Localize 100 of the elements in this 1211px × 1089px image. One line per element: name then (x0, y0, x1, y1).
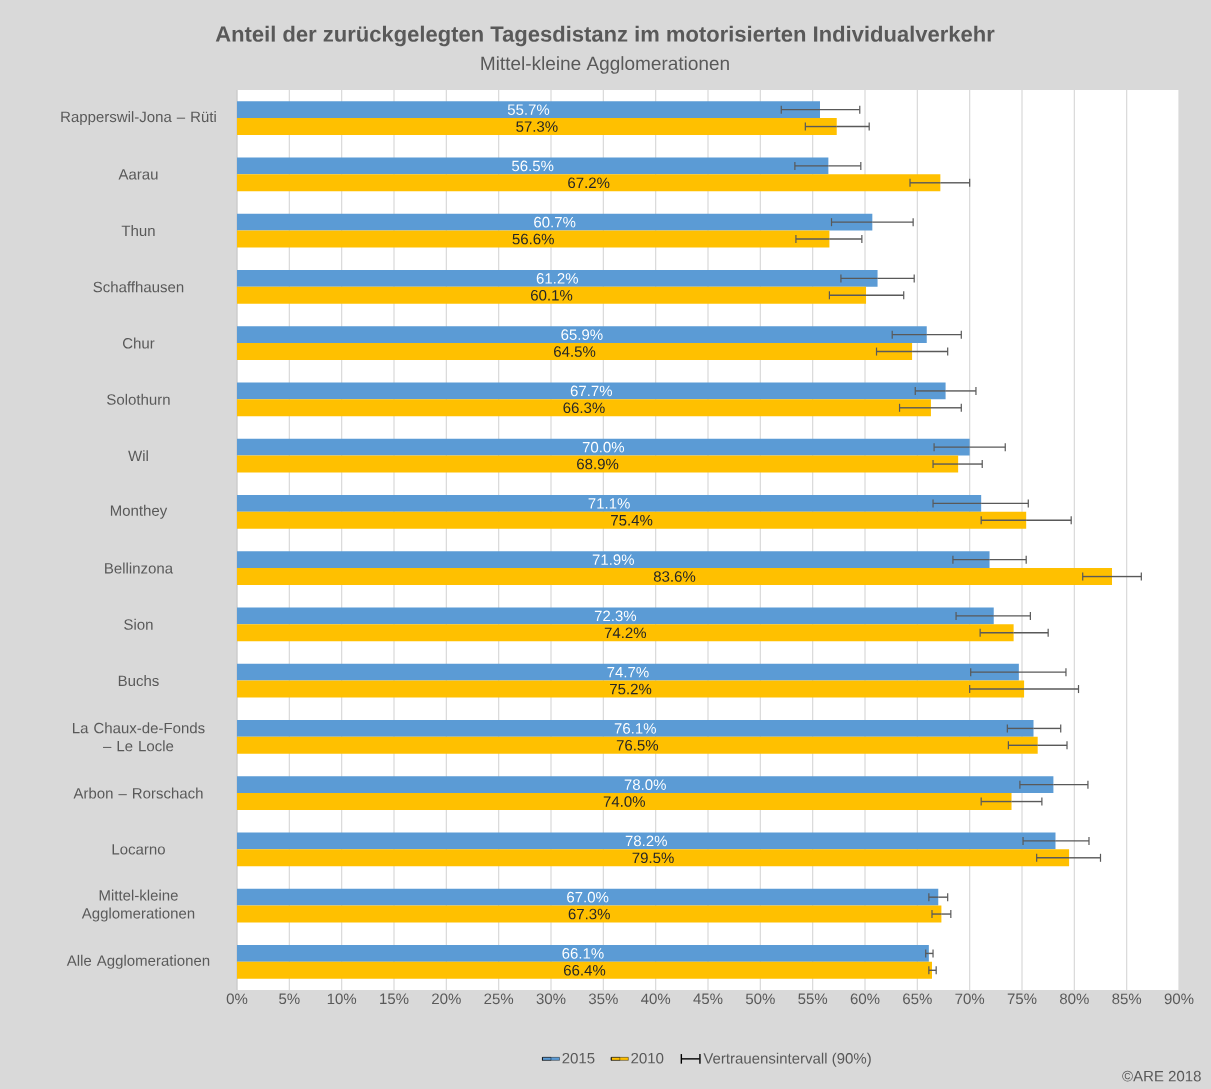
x-tick-label: 90% (1164, 993, 1194, 1005)
bar (237, 680, 1025, 698)
bar (237, 455, 959, 473)
bar (237, 118, 837, 135)
bar (237, 494, 982, 512)
bar (237, 438, 970, 456)
y-tick-label: Alle Agglomerationen (66, 954, 210, 969)
data-label: 75.4% (611, 515, 653, 526)
data-label: 64.5% (554, 346, 596, 357)
data-label: 72.3% (594, 610, 637, 622)
x-tick-label: 50% (745, 993, 775, 1005)
y-tick-label: La Chaux-de-Fonds – Le Locle (72, 722, 205, 752)
x-tick-label: 20% (432, 993, 461, 1005)
data-label: 67.2% (568, 177, 610, 189)
data-label: 71.9% (592, 554, 634, 565)
y-tick-label: Aarau (118, 169, 158, 180)
x-tick-label: 65% (903, 993, 932, 1005)
bar (237, 382, 946, 400)
y-tick-label: Buchs (118, 675, 159, 687)
x-tick-label: 30% (536, 993, 566, 1005)
data-label: 67.3% (568, 908, 610, 920)
x-tick-label: 55% (798, 993, 828, 1005)
data-label: 56.5% (512, 160, 554, 172)
bar (237, 174, 941, 192)
bar (237, 776, 1054, 794)
x-tick-label: 45% (693, 993, 723, 1005)
data-label: 75.2% (610, 683, 652, 695)
bar (237, 286, 867, 304)
y-tick-label: Sion (124, 618, 153, 630)
x-tick-label: 40% (641, 993, 671, 1005)
bar (237, 849, 1070, 867)
data-label: 74.7% (607, 666, 649, 678)
bar (237, 551, 990, 569)
y-tick-label: Thun (121, 225, 155, 237)
y-tick-label: Mittel-kleine Agglomerationen (81, 889, 195, 922)
bar (237, 944, 929, 962)
legend-label: 2015 (562, 1052, 595, 1064)
data-label: 66.4% (564, 964, 606, 976)
data-label: 66.3% (563, 402, 605, 414)
x-tick-label: 15% (380, 993, 409, 1005)
y-tick-label: Monthey (110, 504, 168, 519)
data-label: 60.7% (534, 216, 576, 228)
x-tick-label: 70% (955, 993, 985, 1005)
y-tick-label: Rapperswil-Jona – Rüti (61, 111, 216, 126)
x-tick-label: 10% (327, 993, 357, 1005)
text: ©ARE 2018 (1122, 1070, 1201, 1082)
y-tick-label: Chur (122, 337, 155, 349)
data-label: 71.1% (588, 498, 630, 509)
data-label: 67.7% (570, 385, 613, 397)
data-label: 60.1% (531, 289, 573, 301)
bar (237, 624, 1014, 642)
data-label: 55.7% (507, 104, 550, 115)
bar (237, 663, 1019, 681)
data-label: 76.1% (614, 723, 656, 734)
y-tick-label: Arbon – Rorschach (73, 787, 203, 799)
x-tick-label: 35% (588, 993, 618, 1005)
y-tick-label: Locarno (112, 844, 165, 855)
data-label: 74.2% (604, 627, 647, 639)
bar (237, 101, 820, 119)
x-tick-label: 80% (1059, 993, 1089, 1005)
bar (237, 213, 873, 231)
bar (237, 905, 942, 923)
data-label: 66.1% (562, 948, 604, 959)
data-label: 57.3% (516, 121, 558, 132)
bar (237, 719, 1034, 737)
data-label: 67.0% (567, 891, 609, 903)
x-tick-label: 5% (279, 993, 300, 1005)
bar (237, 326, 927, 344)
bar (237, 736, 1038, 754)
bar (237, 961, 932, 979)
bar (237, 157, 829, 175)
bar (237, 793, 1012, 810)
data-label: 76.5% (616, 739, 659, 751)
y-tick-label: Solothurn (107, 393, 170, 405)
y-tick-label: Schaffhausen (93, 281, 184, 293)
data-label: 70.0% (582, 441, 625, 453)
bar (237, 607, 994, 625)
text: Vertrauensintervall (90%) (703, 1052, 871, 1067)
x-tick-label: 85% (1112, 993, 1142, 1005)
data-label: 74.0% (603, 796, 645, 807)
legend-label: 2010 (631, 1052, 664, 1064)
data-label: 61.2% (536, 273, 578, 284)
bar (237, 511, 1027, 529)
data-label: 79.5% (632, 852, 674, 864)
y-tick-label: Wil (128, 450, 148, 462)
bar (237, 568, 1113, 585)
y-tick-label: Bellinzona (105, 562, 174, 574)
data-label: 83.6% (653, 571, 696, 582)
bar (237, 399, 931, 417)
x-tick-label: 75% (1007, 993, 1037, 1005)
data-label: 78.0% (624, 779, 666, 790)
bar (237, 343, 913, 360)
bar (237, 230, 830, 248)
bar (237, 888, 939, 906)
chart-subtitle: Mittel-kleine Agglomerationen (481, 56, 729, 74)
x-tick-label: 25% (484, 993, 514, 1005)
x-tick-label: 0% (226, 993, 248, 1005)
data-label: 78.2% (625, 835, 667, 847)
chart-title: Anteil der zurückgelegten Tagesdistanz im motorisierten Individualverkehr (215, 25, 995, 47)
data-label: 68.9% (577, 458, 619, 470)
